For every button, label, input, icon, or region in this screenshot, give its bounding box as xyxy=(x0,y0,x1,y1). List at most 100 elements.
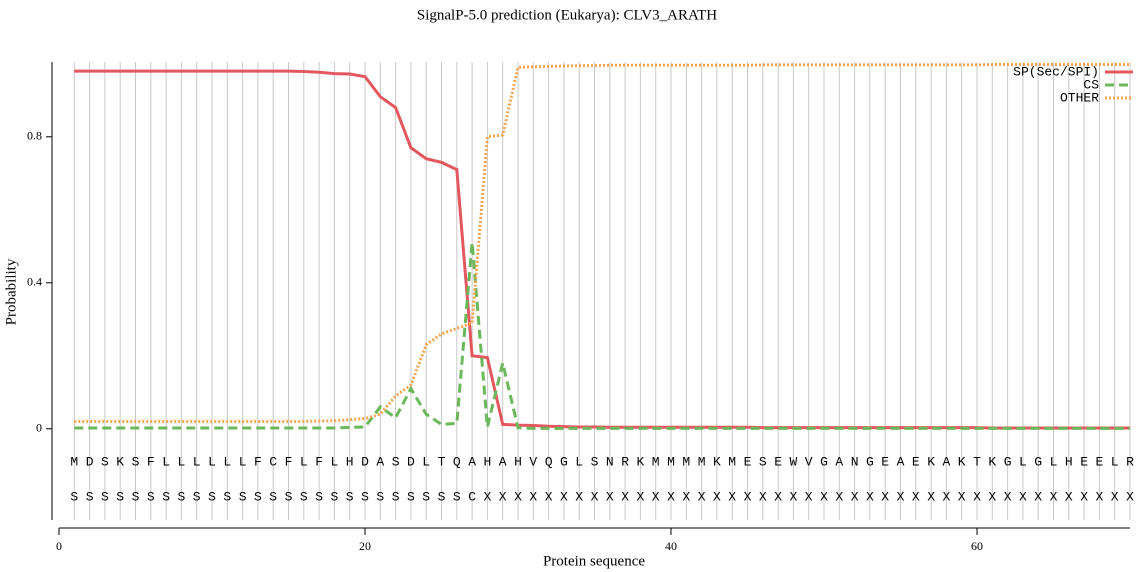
residue: M xyxy=(682,454,690,469)
series-line xyxy=(74,69,1130,430)
prediction-label: X xyxy=(575,489,583,504)
residue: Q xyxy=(545,454,553,469)
prediction-label: X xyxy=(682,489,690,504)
prediction-label: X xyxy=(545,489,553,504)
residue: S xyxy=(759,454,767,469)
prediction-label: X xyxy=(835,489,843,504)
residue: R xyxy=(621,454,629,469)
residue: A xyxy=(376,454,384,469)
residue: M xyxy=(667,454,675,469)
prediction-label: S xyxy=(116,489,124,504)
residue: F xyxy=(285,454,293,469)
residue: K xyxy=(713,454,721,469)
prediction-label: S xyxy=(330,489,338,504)
prediction-label: S xyxy=(376,489,384,504)
prediction-label: X xyxy=(1080,489,1088,504)
residue: A xyxy=(897,454,905,469)
prediction-label: X xyxy=(958,489,966,504)
prediction-label: X xyxy=(591,489,599,504)
residue: D xyxy=(361,454,369,469)
residue: H xyxy=(483,454,491,469)
residue: G xyxy=(820,454,828,469)
residue: L xyxy=(162,454,170,469)
residue: E xyxy=(881,454,889,469)
residue: W xyxy=(789,454,797,469)
residue: L xyxy=(575,454,583,469)
prediction-label: X xyxy=(560,489,568,504)
residue: T xyxy=(973,454,981,469)
x-tick-label: 0 xyxy=(56,539,62,553)
prediction-label: X xyxy=(1095,489,1103,504)
y-tick-label: 0.4 xyxy=(27,275,42,289)
residue: L xyxy=(330,454,338,469)
residue: E xyxy=(1095,454,1103,469)
prediction-label: X xyxy=(606,489,614,504)
x-tick-label: 60 xyxy=(971,539,983,553)
prediction-label: C xyxy=(468,489,476,504)
residue: K xyxy=(988,454,996,469)
residue: N xyxy=(851,454,859,469)
prediction-label: X xyxy=(805,489,813,504)
prediction-label: X xyxy=(744,489,752,504)
series-line xyxy=(74,242,1130,430)
prediction-label: X xyxy=(728,489,736,504)
prediction-label: S xyxy=(422,489,430,504)
prediction-label: X xyxy=(1111,489,1119,504)
residue: T xyxy=(438,454,446,469)
prediction-label: X xyxy=(866,489,874,504)
prediction-label: S xyxy=(177,489,185,504)
residue: A xyxy=(468,454,476,469)
residue: E xyxy=(1080,454,1088,469)
residue: D xyxy=(407,454,415,469)
residue: A xyxy=(499,454,507,469)
prediction-label: X xyxy=(789,489,797,504)
x-tick-label: 20 xyxy=(359,539,371,553)
prediction-label: S xyxy=(70,489,78,504)
prediction-label: S xyxy=(132,489,140,504)
prediction-label: S xyxy=(208,489,216,504)
prediction-label: S xyxy=(361,489,369,504)
prediction-label: X xyxy=(1034,489,1042,504)
prediction-label: S xyxy=(86,489,94,504)
prediction-label: X xyxy=(483,489,491,504)
residue: K xyxy=(927,454,935,469)
residue: V xyxy=(529,454,537,469)
residue: R xyxy=(1126,454,1134,469)
residue: M xyxy=(698,454,706,469)
residue: H xyxy=(1065,454,1073,469)
legend-label: CS xyxy=(1083,77,1099,92)
residue: V xyxy=(805,454,813,469)
prediction-label: X xyxy=(621,489,629,504)
residue: L xyxy=(422,454,430,469)
residue: L xyxy=(208,454,216,469)
y-axis-label: Probability xyxy=(3,258,19,325)
prediction-label: X xyxy=(881,489,889,504)
residue: E xyxy=(744,454,752,469)
residue: H xyxy=(346,454,354,469)
prediction-label: S xyxy=(101,489,109,504)
residue: L xyxy=(193,454,201,469)
prediction-label: X xyxy=(927,489,935,504)
residue: S xyxy=(132,454,140,469)
prediction-label: X xyxy=(636,489,644,504)
prediction-label: X xyxy=(529,489,537,504)
prediction-label: S xyxy=(407,489,415,504)
y-tick-label: 0.8 xyxy=(27,129,42,143)
prediction-label: S xyxy=(162,489,170,504)
prediction-label: X xyxy=(1065,489,1073,504)
prediction-label: S xyxy=(147,489,155,504)
prediction-label: X xyxy=(988,489,996,504)
prediction-label: S xyxy=(239,489,247,504)
chart-title: SignalP-5.0 prediction (Eukarya): CLV3_A… xyxy=(417,7,717,23)
prediction-label: S xyxy=(193,489,201,504)
legend-label: SP(Sec/SPI) xyxy=(1013,64,1099,79)
prediction-label: X xyxy=(1050,489,1058,504)
prediction-label: X xyxy=(912,489,920,504)
legend-label: OTHER xyxy=(1060,90,1099,105)
prediction-label: S xyxy=(223,489,231,504)
prediction-label: S xyxy=(438,489,446,504)
prediction-label: X xyxy=(820,489,828,504)
prediction-label: X xyxy=(774,489,782,504)
